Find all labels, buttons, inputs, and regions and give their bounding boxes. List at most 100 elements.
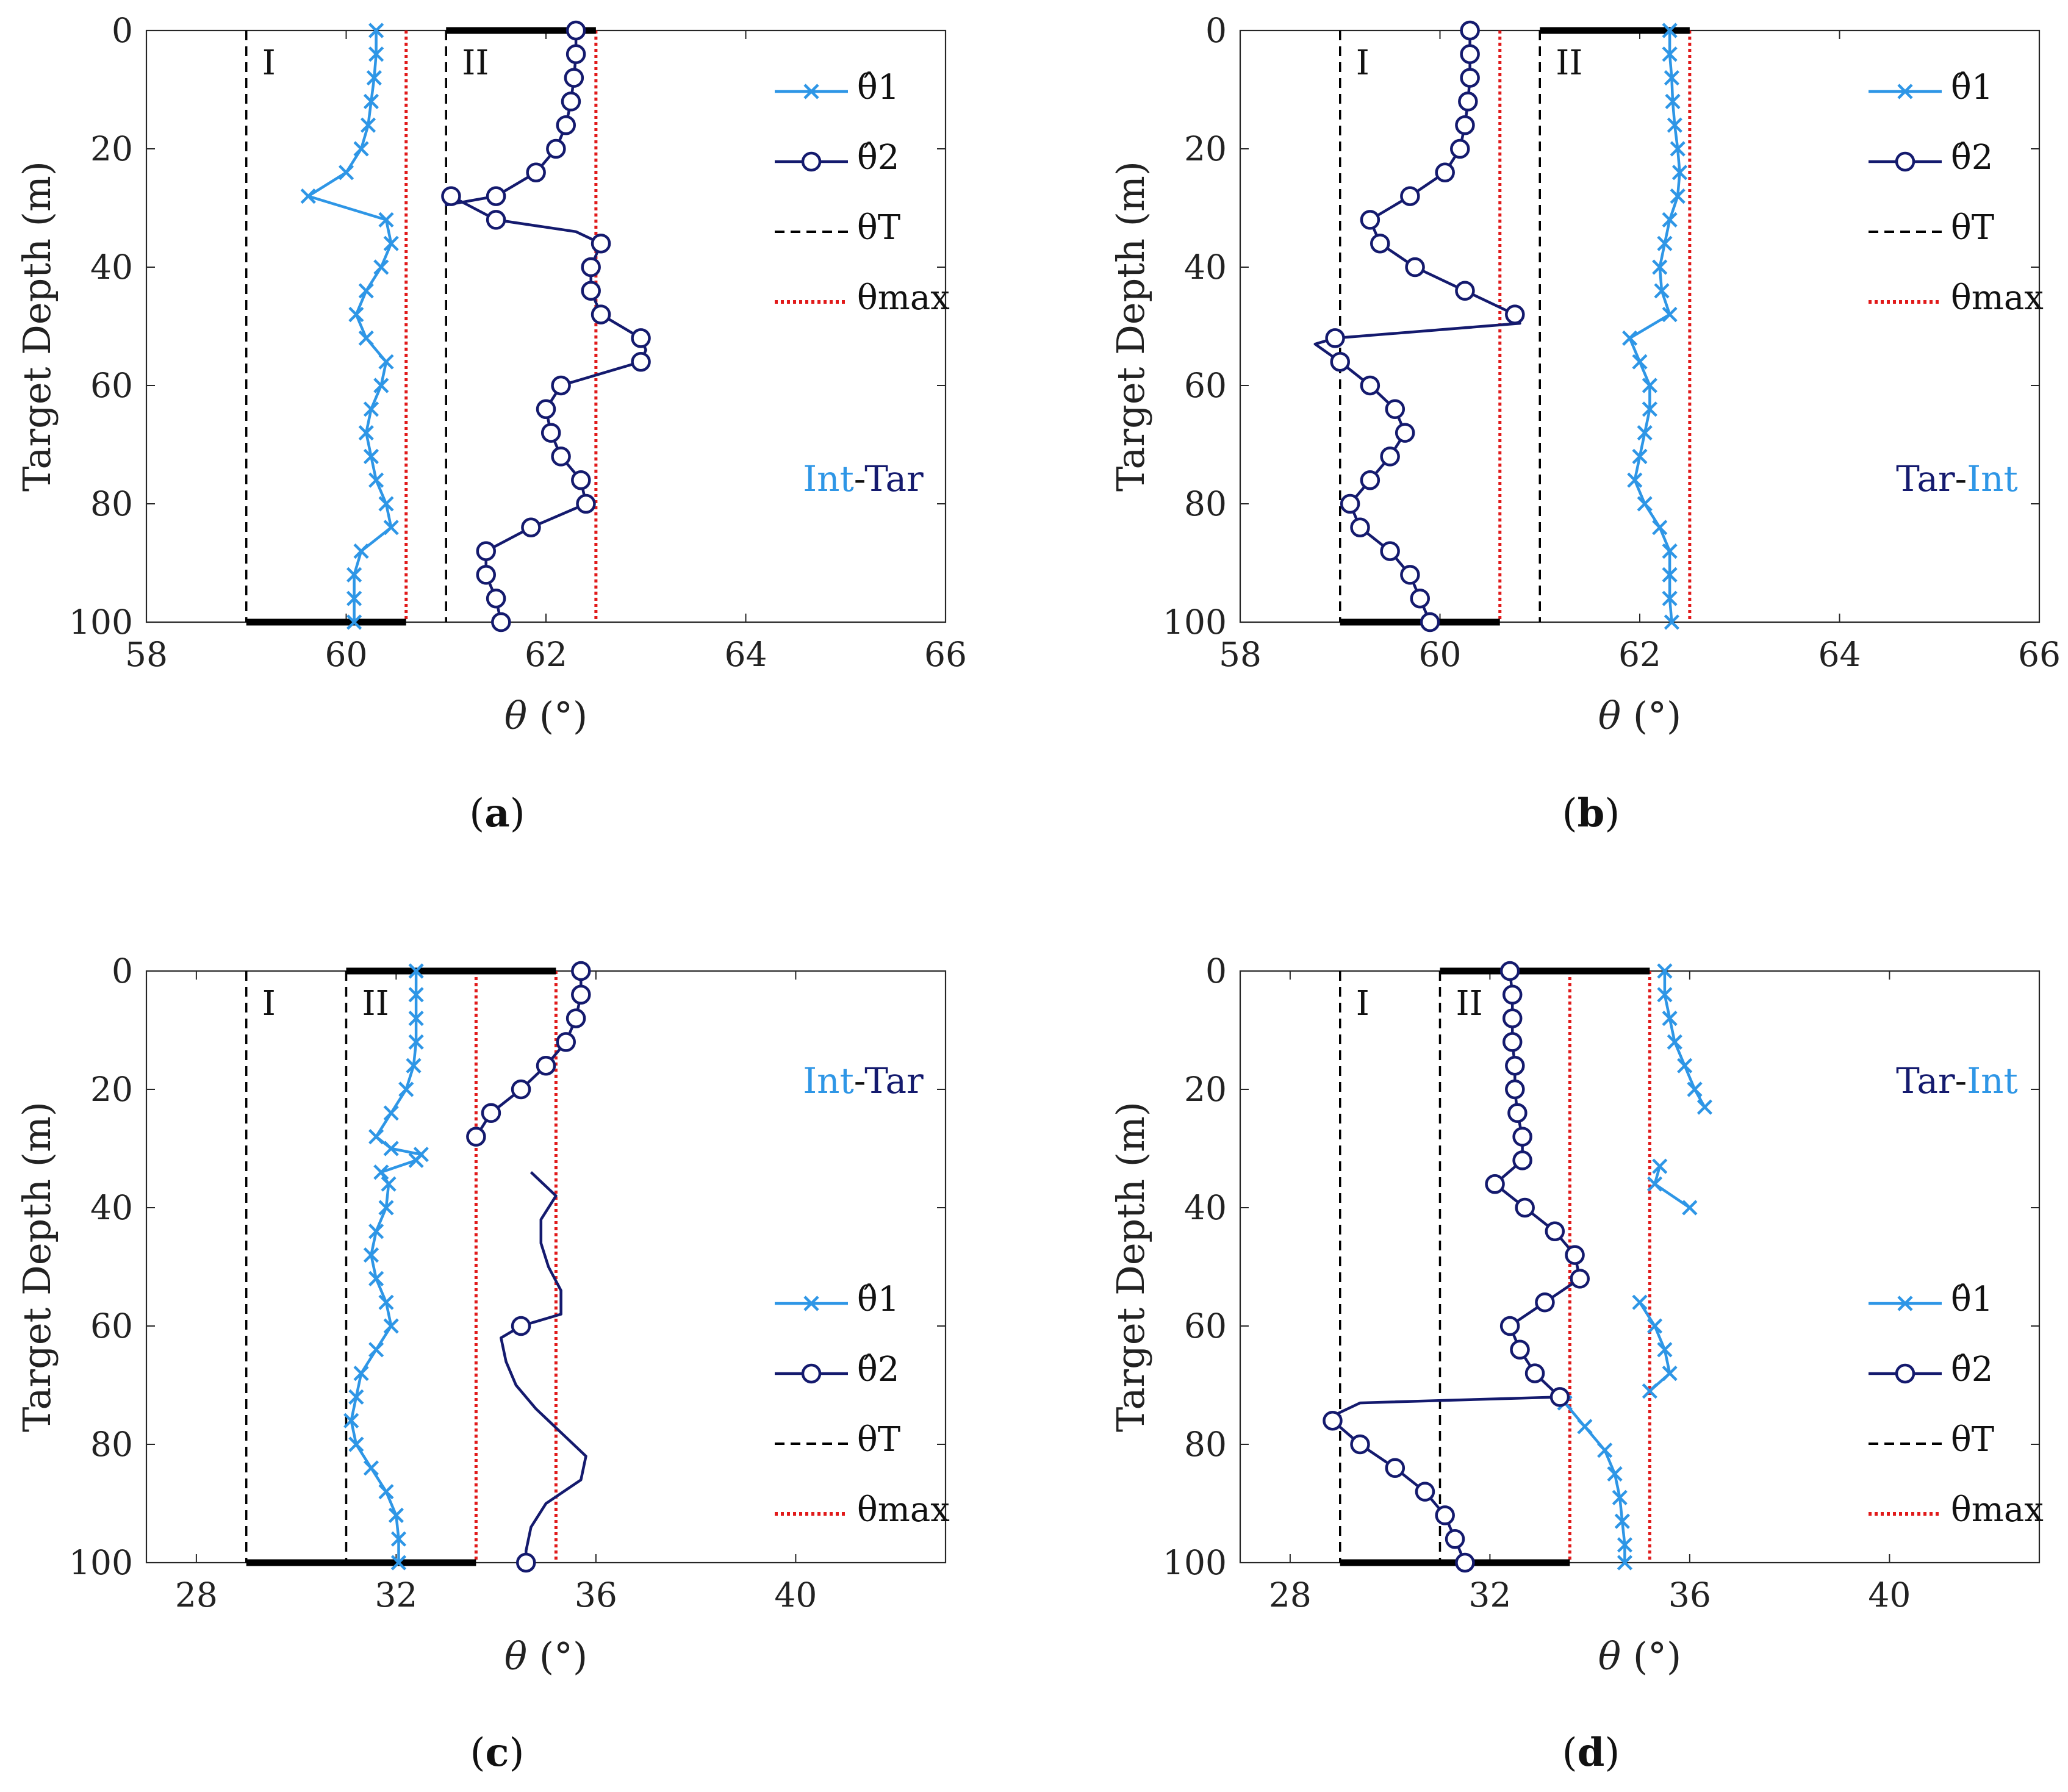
theta1-point [1662,46,1678,62]
panel-letter: a [484,790,509,836]
region-label: II [362,984,389,1023]
theta1-point [1667,1034,1682,1050]
theta2-point [581,281,601,301]
theta1-point [1662,567,1678,582]
y-tick-label: 60 [90,366,133,405]
panel-letter: d [1578,1730,1605,1776]
theta1-point [1657,1342,1673,1358]
x-axis-symbol: θ [1598,694,1621,738]
theta2-line [1331,970,1582,1563]
theta2-point [476,565,496,585]
legend-label: θmax [857,278,950,318]
theta1-point [378,1484,394,1500]
theta2-point [1502,1032,1523,1052]
theta2-point [1350,517,1370,538]
y-tick-label: 40 [90,1188,133,1227]
panel-label: (a) [469,790,525,836]
region-label: I [262,984,276,1023]
theta1-point [398,1081,414,1097]
theta1-point [368,1271,384,1286]
annotation-first: Int [803,1060,854,1102]
theta1-point [373,259,389,275]
theta2-point [1360,470,1380,490]
theta2-point [1420,612,1440,633]
panel-b: 58 60 62 64 66 0 20 40 60 80 100 Target Depth (m) θ … [1108,11,2061,836]
x-axis-label: θ (°) [504,1634,587,1679]
theta1-point [1664,614,1679,630]
legend: θ̂1 θ̂2 θT θmax [775,68,950,318]
legend-label: θ̂1 [1951,68,1993,107]
theta2-point [1499,1316,1520,1336]
x-tick-label: 58 [1219,635,1262,674]
theta2-point [1450,138,1470,159]
theta2-point [466,1127,486,1147]
legend: θ̂1 θ̂2 θT θmax [775,1280,950,1530]
theta1-point [1652,1158,1668,1174]
y-tick-label: 0 [112,11,133,50]
annotation-first: Int [803,458,854,500]
y-tick-label: 80 [90,1425,133,1464]
x-tick-label: 64 [1818,635,1861,674]
y-tick-label: 0 [112,952,133,991]
y-tick-label: 80 [1184,1425,1227,1464]
legend-label: θT [1951,1420,1994,1460]
theta1-point [363,1460,379,1476]
theta1-point [1614,1513,1630,1529]
x-axis-symbol: θ [504,694,527,738]
theta1-point [1622,330,1638,346]
theta2-point [1455,115,1475,135]
theta2-point [564,68,584,88]
theta2-point [1505,1055,1525,1076]
panel-c: 28 32 36 40 0 20 40 60 80 100 Target Depth (m) θ (°… [15,952,950,1776]
y-tick-label: 0 [1205,11,1227,50]
theta1-point [363,1247,379,1263]
theta1-point [1642,378,1657,393]
x-tick-label: 28 [175,1575,218,1615]
direction-annotation: Int-Tar [803,1060,924,1102]
x-tick-label: 62 [525,635,567,674]
theta1-point [408,987,424,1003]
theta1-point [373,1164,389,1180]
series-theta2 [1313,20,1525,633]
theta2-point [1502,1008,1523,1028]
annotation-second: Int [1967,458,2018,500]
x-tick-label: 64 [725,635,767,674]
theta1-point [346,567,362,582]
y-tick-label: 20 [90,129,133,168]
panel-letter: b [1578,790,1605,836]
theta2-point [536,399,556,420]
theta1-point [1646,1176,1663,1192]
x-tick-label: 36 [575,1575,617,1615]
theta1-point [1627,472,1643,488]
theta1-point [381,1176,397,1192]
theta1-point [390,1555,407,1571]
theta1-point [383,1105,399,1121]
x-tick-label: 62 [1618,635,1661,674]
y-tick-label: 100 [1163,603,1227,642]
x-axis-unit: (°) [1633,694,1681,738]
series-theta2 [441,20,651,633]
direction-annotation: Int-Tar [803,458,924,500]
legend-label: θT [857,1420,900,1460]
theta1-point [1646,1318,1663,1334]
theta1-point [1696,1099,1713,1115]
x-tick-label: 58 [125,635,168,674]
theta2-point [511,1079,531,1100]
theta2-point [571,961,591,981]
theta2-point [1385,1458,1406,1478]
series-theta2 [466,961,591,1573]
theta2-point [556,1032,576,1052]
theta1-point [388,1507,404,1523]
x-tick-label: 32 [1468,1575,1511,1615]
theta2-point [1505,1079,1525,1100]
theta1-point [1667,117,1682,133]
theta1-point [1642,1383,1657,1399]
panel-label: (b) [1562,790,1620,836]
theta1-point [300,188,316,204]
theta1-point [348,1389,364,1405]
y-tick-label: 100 [69,1543,133,1582]
y-tick-label: 100 [69,603,133,642]
panel-letter: c [486,1730,509,1776]
legend-label: θ̂1 [857,1280,899,1319]
theta2-line [445,30,648,623]
